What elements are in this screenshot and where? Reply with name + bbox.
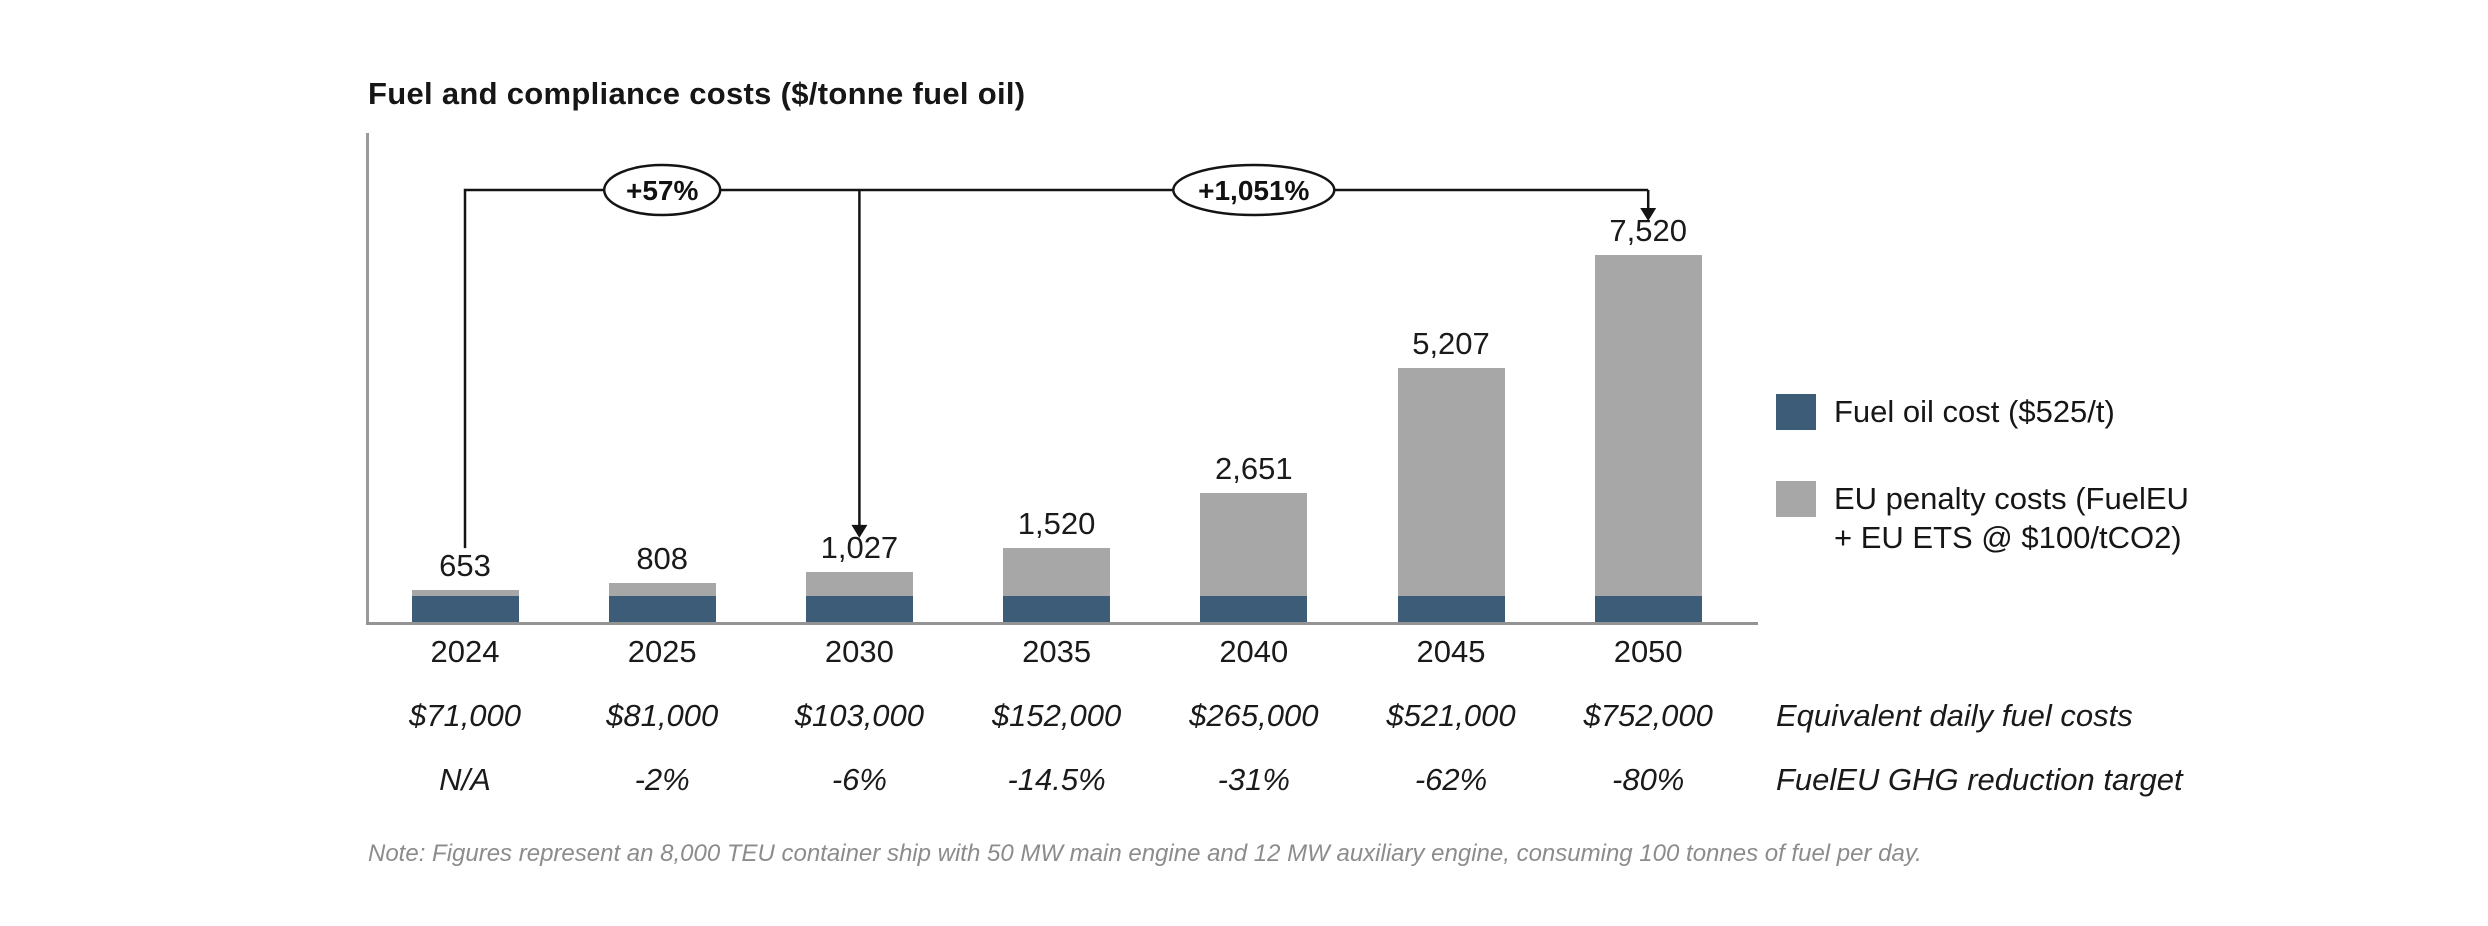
x-tick-label: 2050: [1613, 634, 1683, 669]
bar-segment-eu-penalty: [1003, 547, 1111, 597]
x-tick-label: 2045: [1416, 634, 1486, 669]
table-cell-daily-fuel-cost: $71,000: [408, 698, 522, 733]
legend-item-eu-penalty: EU penalty costs (FuelEU + EU ETS @ $100…: [1776, 479, 2246, 557]
row-label-ghg-target: FuelEU GHG reduction target: [1776, 762, 2183, 797]
bar-value-label: 808: [636, 540, 689, 576]
bar-segment-eu-penalty: [1200, 492, 1308, 597]
x-tick-label: 2030: [824, 634, 894, 669]
row-label-daily-fuel-costs: Equivalent daily fuel costs: [1776, 698, 2133, 733]
table-cell-ghg-target: -6%: [831, 762, 887, 797]
fuel-oil-swatch: [1776, 394, 1816, 430]
bar-segment-eu-penalty: [1594, 255, 1702, 597]
x-tick-label: 2035: [1022, 634, 1092, 669]
bar-segment-fuel-oil: [1200, 596, 1308, 622]
bar-value-label: 7,520: [1609, 213, 1687, 249]
bar-segment-fuel-oil: [411, 596, 519, 622]
legend-item-fuel-oil: Fuel oil cost ($525/t): [1776, 392, 2246, 431]
chart-title: Fuel and compliance costs ($/tonne fuel …: [368, 76, 1026, 111]
bar-value-label: 1,520: [1017, 505, 1096, 541]
bar-segment-eu-penalty: [608, 582, 716, 597]
annotation-ellipse: [602, 163, 722, 217]
table-cell-daily-fuel-cost: $81,000: [606, 698, 719, 733]
legend-label-fuel-oil: Fuel oil cost ($525/t): [1834, 394, 2115, 429]
y-axis-line: [366, 133, 369, 625]
table-cell-daily-fuel-cost: $265,000: [1189, 698, 1319, 733]
x-tick-label: 2024: [430, 634, 500, 669]
bar-segment-fuel-oil: [805, 596, 913, 622]
table-cell-daily-fuel-cost: $752,000: [1583, 698, 1713, 733]
legend: Fuel oil cost ($525/t) EU penalty costs …: [1776, 392, 2246, 605]
bar-segment-eu-penalty: [411, 590, 519, 597]
bar-segment-fuel-oil: [1594, 596, 1702, 622]
table-cell-ghg-target: -62%: [1414, 762, 1488, 797]
table-cell-ghg-target: -80%: [1612, 762, 1685, 797]
legend-label-eu-penalty: EU penalty costs (FuelEU + EU ETS @ $100…: [1834, 481, 2189, 555]
bar-segment-eu-penalty: [805, 571, 913, 597]
bar-value-label: 5,207: [1412, 325, 1490, 361]
footnote: Note: Figures represent an 8,000 TEU con…: [368, 840, 1922, 867]
table-cell-daily-fuel-cost: $521,000: [1386, 698, 1516, 733]
table-cell-ghg-target: -31%: [1217, 762, 1290, 797]
bar-value-label: 1,027: [820, 529, 899, 565]
table-cell-daily-fuel-cost: $103,000: [794, 698, 925, 733]
eu-penalty-swatch: [1776, 481, 1816, 517]
x-tick-label: 2025: [627, 634, 697, 669]
bar-segment-fuel-oil: [1003, 596, 1111, 622]
annotation-percent-label: +57%: [626, 175, 698, 206]
x-axis-line: [366, 622, 1758, 625]
table-cell-ghg-target: N/A: [439, 762, 491, 797]
table-cell-ghg-target: -14.5%: [1007, 762, 1106, 797]
table-cell-ghg-target: -2%: [634, 762, 690, 797]
x-tick-label: 2040: [1219, 634, 1289, 669]
annotation-ellipse: [1172, 163, 1336, 217]
bar-value-label: 2,651: [1215, 450, 1293, 486]
annotation-percent-label: +1,051%: [1198, 175, 1309, 206]
bar-segment-eu-penalty: [1397, 367, 1505, 597]
bar-segment-fuel-oil: [608, 596, 716, 622]
table-cell-daily-fuel-cost: $152,000: [991, 698, 1122, 733]
bar-segment-fuel-oil: [1397, 596, 1505, 622]
bar-value-label: 653: [439, 548, 491, 584]
